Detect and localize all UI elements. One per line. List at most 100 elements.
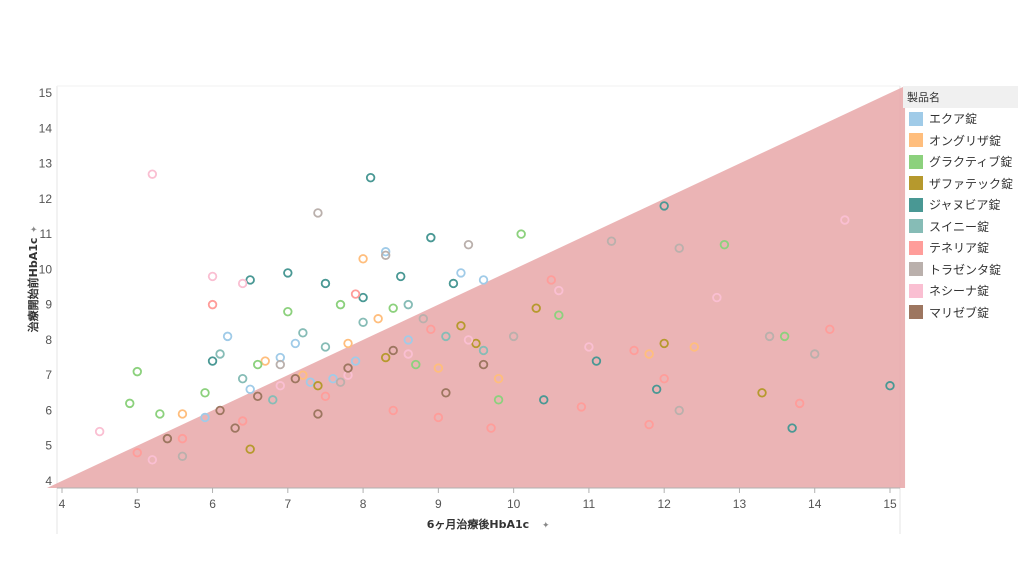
data-point-series-5[interactable]	[441, 331, 451, 342]
data-point-series-1[interactable]	[493, 373, 504, 384]
data-point-series-9[interactable]	[441, 388, 451, 398]
data-point-series-5[interactable]	[320, 342, 331, 352]
data-point-series-2[interactable]	[554, 310, 564, 320]
legend-item[interactable]: グラクティブ錠	[903, 151, 1018, 173]
data-point-series-5[interactable]	[403, 299, 413, 310]
data-point-series-7[interactable]	[275, 359, 285, 370]
data-point-series-5[interactable]	[268, 395, 278, 405]
data-point-series-3[interactable]	[531, 303, 541, 313]
data-point-series-8[interactable]	[712, 292, 722, 303]
data-point-series-5[interactable]	[298, 328, 308, 338]
data-point-series-7[interactable]	[674, 243, 684, 253]
data-point-series-8[interactable]	[94, 426, 105, 437]
data-point-series-0[interactable]	[380, 247, 391, 257]
data-point-series-9[interactable]	[343, 363, 353, 373]
data-point-series-0[interactable]	[290, 338, 301, 349]
data-point-series-7[interactable]	[508, 331, 519, 342]
data-point-series-6[interactable]	[132, 448, 142, 458]
data-point-series-4[interactable]	[358, 292, 368, 303]
data-point-series-9[interactable]	[230, 423, 240, 433]
legend-item[interactable]: トラゼンタ錠	[903, 259, 1018, 281]
data-point-series-1[interactable]	[177, 409, 188, 419]
data-point-series-9[interactable]	[313, 409, 323, 419]
data-point-series-5[interactable]	[478, 345, 489, 356]
data-point-series-7[interactable]	[810, 349, 820, 359]
legend-item[interactable]: ザファテック錠	[903, 173, 1018, 195]
data-point-series-6[interactable]	[486, 423, 496, 433]
data-point-series-6[interactable]	[794, 398, 805, 409]
data-point-series-5[interactable]	[358, 317, 368, 327]
data-point-series-6[interactable]	[629, 345, 639, 356]
data-point-series-0[interactable]	[245, 384, 255, 394]
data-point-series-3[interactable]	[659, 338, 669, 349]
data-point-series-2[interactable]	[335, 299, 346, 310]
data-point-series-6[interactable]	[177, 433, 188, 444]
legend-item[interactable]: ジャヌビア錠	[903, 194, 1018, 216]
pin-icon[interactable]: ✦	[30, 225, 40, 233]
data-point-series-1[interactable]	[689, 342, 699, 352]
legend-item[interactable]: マリゼブ錠	[903, 302, 1018, 324]
data-point-series-1[interactable]	[358, 254, 368, 264]
data-point-series-0[interactable]	[478, 275, 489, 285]
data-point-series-7[interactable]	[335, 377, 346, 387]
data-point-series-6[interactable]	[659, 373, 669, 384]
legend-item[interactable]: ネシーナ錠	[903, 280, 1018, 302]
data-point-series-8[interactable]	[147, 455, 158, 465]
legend-item[interactable]: エクア錠	[903, 108, 1018, 130]
data-point-series-1[interactable]	[343, 338, 353, 349]
data-point-series-2[interactable]	[493, 395, 504, 405]
data-point-series-2[interactable]	[779, 331, 790, 342]
data-point-series-1[interactable]	[433, 363, 444, 373]
data-point-series-8[interactable]	[463, 335, 474, 345]
legend-item[interactable]: スイニー錠	[903, 216, 1018, 238]
data-point-series-7[interactable]	[764, 331, 775, 342]
data-point-series-1[interactable]	[644, 349, 654, 359]
data-point-series-8[interactable]	[237, 278, 248, 289]
data-point-series-6[interactable]	[388, 405, 398, 416]
data-point-series-9[interactable]	[290, 373, 301, 384]
data-point-series-7[interactable]	[380, 250, 391, 260]
data-point-series-2[interactable]	[411, 359, 421, 370]
data-point-series-3[interactable]	[456, 321, 466, 331]
data-point-series-6[interactable]	[320, 391, 331, 402]
data-point-series-5[interactable]	[215, 349, 225, 359]
data-point-series-1[interactable]	[260, 356, 270, 366]
data-point-series-4[interactable]	[245, 275, 255, 285]
data-point-series-9[interactable]	[478, 359, 489, 370]
data-point-series-4[interactable]	[283, 268, 293, 278]
data-point-series-4[interactable]	[787, 423, 797, 433]
data-point-series-4[interactable]	[885, 381, 895, 391]
data-point-series-3[interactable]	[757, 388, 767, 398]
data-point-series-6[interactable]	[546, 275, 556, 285]
data-point-series-3[interactable]	[471, 338, 481, 349]
data-point-series-6[interactable]	[644, 419, 654, 430]
data-point-series-4[interactable]	[539, 395, 549, 405]
data-point-series-4[interactable]	[207, 356, 218, 366]
data-point-series-6[interactable]	[576, 402, 587, 412]
data-point-series-0[interactable]	[200, 412, 210, 423]
data-point-series-2[interactable]	[283, 306, 293, 317]
data-point-series-1[interactable]	[373, 314, 383, 324]
data-point-series-4[interactable]	[659, 201, 669, 211]
data-point-series-7[interactable]	[606, 236, 617, 246]
data-point-series-9[interactable]	[253, 391, 263, 402]
data-point-series-3[interactable]	[313, 381, 323, 391]
data-point-series-8[interactable]	[207, 271, 218, 282]
data-point-series-2[interactable]	[253, 359, 263, 370]
data-point-series-6[interactable]	[426, 324, 436, 335]
data-point-series-8[interactable]	[275, 381, 285, 391]
data-point-series-4[interactable]	[396, 271, 406, 282]
data-point-series-2[interactable]	[719, 239, 730, 250]
data-point-series-3[interactable]	[380, 352, 391, 363]
data-point-series-6[interactable]	[433, 412, 444, 423]
data-point-series-6[interactable]	[350, 289, 361, 299]
data-point-series-3[interactable]	[245, 444, 255, 454]
data-point-series-0[interactable]	[305, 377, 316, 387]
data-point-series-7[interactable]	[674, 405, 684, 416]
data-point-series-6[interactable]	[237, 416, 248, 426]
data-point-series-4[interactable]	[365, 172, 376, 183]
data-point-series-8[interactable]	[403, 349, 413, 359]
data-point-series-2[interactable]	[125, 398, 135, 409]
data-point-series-5[interactable]	[237, 373, 248, 384]
data-point-series-9[interactable]	[215, 405, 225, 416]
